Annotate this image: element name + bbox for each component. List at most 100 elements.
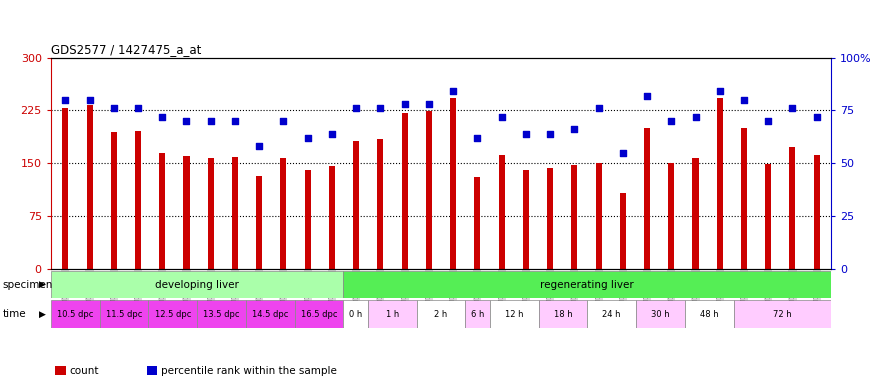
Bar xyxy=(717,98,723,269)
Bar xyxy=(522,170,528,269)
Bar xyxy=(343,271,831,298)
Bar xyxy=(539,300,587,328)
Point xyxy=(397,101,411,107)
Text: regenerating liver: regenerating liver xyxy=(541,280,634,290)
Point xyxy=(179,118,193,124)
Bar xyxy=(87,106,93,269)
Point xyxy=(713,88,727,94)
Point xyxy=(471,135,485,141)
Bar xyxy=(416,300,466,328)
Text: 0 h: 0 h xyxy=(349,310,362,319)
Bar xyxy=(256,176,262,269)
Point xyxy=(374,105,388,111)
Bar xyxy=(62,108,68,269)
Text: time: time xyxy=(3,309,26,319)
Bar xyxy=(343,300,368,328)
Text: 13.5 dpc: 13.5 dpc xyxy=(203,310,240,319)
Bar xyxy=(741,128,747,269)
Point xyxy=(155,114,169,120)
Text: percentile rank within the sample: percentile rank within the sample xyxy=(161,366,337,376)
Text: count: count xyxy=(69,366,99,376)
Bar xyxy=(51,300,100,328)
Text: 12 h: 12 h xyxy=(505,310,523,319)
Bar xyxy=(207,158,214,269)
Bar xyxy=(295,300,343,328)
Point xyxy=(59,97,73,103)
Point xyxy=(809,114,823,120)
Text: 1 h: 1 h xyxy=(386,310,399,319)
Text: 6 h: 6 h xyxy=(471,310,484,319)
Bar xyxy=(490,300,539,328)
Bar xyxy=(814,156,820,269)
Text: GDS2577 / 1427475_a_at: GDS2577 / 1427475_a_at xyxy=(51,43,201,56)
Text: specimen: specimen xyxy=(3,280,53,290)
Point xyxy=(519,131,533,137)
Text: ▶: ▶ xyxy=(38,310,46,319)
Point xyxy=(107,105,121,111)
Bar xyxy=(733,300,831,328)
Bar xyxy=(668,163,675,269)
Bar xyxy=(692,158,698,269)
Bar xyxy=(474,177,480,269)
Bar xyxy=(402,113,408,269)
Point xyxy=(301,135,315,141)
Text: 30 h: 30 h xyxy=(651,310,670,319)
Point xyxy=(689,114,703,120)
Bar xyxy=(368,300,416,328)
Bar xyxy=(644,128,650,269)
Point xyxy=(252,143,266,149)
Text: 48 h: 48 h xyxy=(700,310,718,319)
Bar xyxy=(789,147,795,269)
Text: developing liver: developing liver xyxy=(155,280,239,290)
Point xyxy=(446,88,460,94)
Point xyxy=(494,114,508,120)
Bar xyxy=(197,300,246,328)
Text: 72 h: 72 h xyxy=(774,310,792,319)
Point xyxy=(131,105,145,111)
Bar xyxy=(149,300,197,328)
Point xyxy=(228,118,242,124)
Point xyxy=(616,150,630,156)
Bar xyxy=(51,271,343,298)
Bar xyxy=(100,300,149,328)
Bar xyxy=(426,111,432,269)
Text: 10.5 dpc: 10.5 dpc xyxy=(57,310,94,319)
Point xyxy=(82,97,96,103)
Bar xyxy=(499,156,505,269)
Bar xyxy=(685,300,733,328)
Bar xyxy=(466,300,490,328)
Point xyxy=(640,93,654,99)
Bar xyxy=(547,168,553,269)
Text: 12.5 dpc: 12.5 dpc xyxy=(155,310,191,319)
Text: 11.5 dpc: 11.5 dpc xyxy=(106,310,142,319)
Text: 14.5 dpc: 14.5 dpc xyxy=(252,310,289,319)
Bar xyxy=(232,157,238,269)
Bar xyxy=(111,132,116,269)
Bar xyxy=(280,158,286,269)
Point xyxy=(786,105,800,111)
Bar xyxy=(135,131,141,269)
Bar xyxy=(450,98,456,269)
Point xyxy=(422,101,436,107)
Text: 18 h: 18 h xyxy=(554,310,572,319)
Text: ▶: ▶ xyxy=(38,280,46,289)
Bar xyxy=(571,166,578,269)
Point xyxy=(543,131,557,137)
Point xyxy=(349,105,363,111)
Point xyxy=(664,118,678,124)
Bar xyxy=(159,153,165,269)
Text: 24 h: 24 h xyxy=(603,310,621,319)
Bar xyxy=(766,164,771,269)
Point xyxy=(567,126,581,132)
Bar xyxy=(620,194,626,269)
Point xyxy=(276,118,290,124)
Point xyxy=(325,131,339,137)
Bar xyxy=(636,300,685,328)
Bar xyxy=(329,166,335,269)
Bar xyxy=(587,300,636,328)
Point xyxy=(761,118,775,124)
Text: 2 h: 2 h xyxy=(434,310,448,319)
Bar xyxy=(354,141,360,269)
Text: 16.5 dpc: 16.5 dpc xyxy=(301,310,337,319)
Point xyxy=(737,97,751,103)
